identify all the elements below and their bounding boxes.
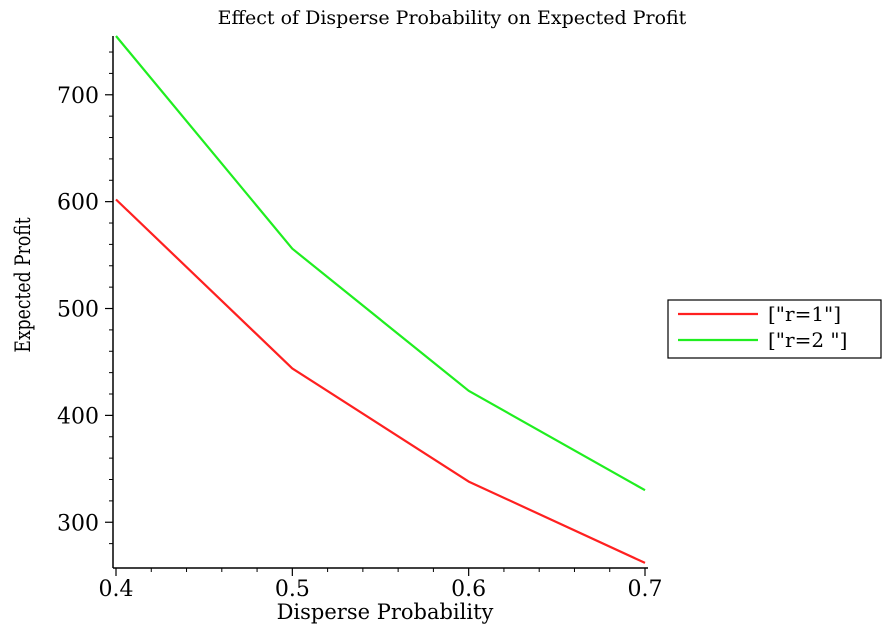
legend-label-2: ["r=2 "] bbox=[768, 328, 847, 352]
y-tick-label: 500 bbox=[57, 298, 99, 323]
axes bbox=[112, 36, 648, 569]
legend-label-1: ["r=1"] bbox=[768, 302, 841, 326]
chart-title: Effect of Disperse Probability on Expect… bbox=[218, 7, 687, 29]
y-tick-label: 600 bbox=[57, 191, 99, 216]
x-tick-label: 0.4 bbox=[99, 577, 134, 602]
y-tick-label: 300 bbox=[57, 511, 99, 536]
y-tick-label: 400 bbox=[57, 404, 99, 429]
legend: ["r=1"]["r=2 "] bbox=[667, 299, 882, 359]
y-tick-label: 700 bbox=[57, 84, 99, 109]
series-line-2 bbox=[115, 35, 646, 492]
legend-box bbox=[667, 299, 882, 359]
y-axis-title: Expected Profit bbox=[10, 217, 35, 352]
x-tick-label: 0.6 bbox=[451, 577, 486, 602]
x-axis-title: Disperse Probability bbox=[277, 600, 494, 624]
series-line-1 bbox=[115, 198, 646, 564]
x-tick-label: 0.7 bbox=[628, 577, 663, 602]
series-lines bbox=[115, 35, 646, 564]
x-tick-label: 0.5 bbox=[275, 577, 310, 602]
ticks: 0.4 0.5 0.6 0.7 300 400 500 600 700 bbox=[57, 51, 663, 602]
